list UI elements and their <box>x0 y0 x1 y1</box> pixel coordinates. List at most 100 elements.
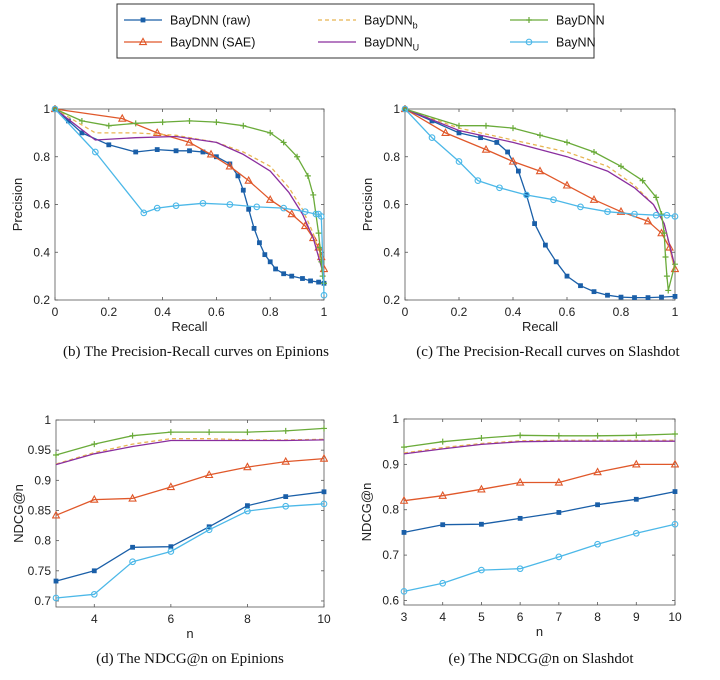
series-line-u <box>55 439 325 466</box>
data-point-baydnn <box>315 230 322 237</box>
series-line-b <box>54 108 325 272</box>
data-point-sae <box>128 493 137 502</box>
data-point-baynn <box>301 208 309 216</box>
plot-area <box>55 419 325 608</box>
data-point-baynn <box>320 500 328 508</box>
data-point-sae <box>185 137 194 146</box>
plot-area <box>403 418 676 606</box>
data-point-raw <box>316 279 322 285</box>
data-point-baydnn <box>594 432 601 439</box>
data-point-baydnn <box>478 435 485 442</box>
data-point-raw <box>556 510 562 515</box>
data-point-sae <box>438 490 448 499</box>
data-point-baydnn <box>564 139 570 146</box>
data-point-baynn <box>496 184 503 192</box>
data-point-raw <box>130 544 135 550</box>
data-point-raw <box>478 135 484 141</box>
data-point-baydnn <box>78 117 85 124</box>
series-line-baydnn <box>404 108 676 292</box>
data-point-baydnn <box>618 163 624 170</box>
data-point-baydnn <box>129 432 136 439</box>
data-point-raw <box>516 168 521 174</box>
legend-label-baynn: BayNN <box>556 36 596 50</box>
data-point-baydnn <box>159 119 166 126</box>
data-point-sae <box>554 477 564 486</box>
legend-label-sae: BayDNN (SAE) <box>170 36 255 50</box>
data-point-baydnn <box>658 211 665 218</box>
data-point-baydnn <box>510 125 516 132</box>
series-line-raw <box>55 491 325 582</box>
series-group <box>51 105 328 299</box>
data-point-baynn <box>474 177 482 184</box>
data-point-sae <box>300 221 310 230</box>
data-point-baydnn <box>91 441 98 448</box>
data-point-baydnn <box>244 429 251 436</box>
data-point-baynn <box>312 210 320 218</box>
data-point-baynn <box>52 594 60 602</box>
data-point-baynn <box>167 548 175 555</box>
data-point-baynn <box>205 526 213 534</box>
data-point-baydnn <box>555 432 562 439</box>
chart-panel-2: 0 0.2 0.4 0.6 0.8 10.20.40.60.81RecallPrecisi… <box>360 102 681 360</box>
legend-box <box>116 3 595 59</box>
chart-panel-1: 0 0.2 0.4 0.6 0.8 10.20.40.60.81RecallPrecisi… <box>10 102 329 360</box>
data-point-sae <box>52 510 61 519</box>
x-tick-label: 0.4 <box>505 305 522 319</box>
data-point-raw <box>564 273 570 279</box>
chart-panel-4: 3 4 5 6 7 8 9 10 0.6 0.7 0.8 0.9 1 n NDCG@n (e) The NDC… <box>359 412 682 667</box>
data-point-baynn <box>632 529 640 537</box>
data-point-baydnn <box>321 425 327 432</box>
y-tick-label: 0.8 <box>383 150 400 164</box>
data-point-raw <box>173 148 179 154</box>
data-point-baydnn <box>206 429 213 436</box>
data-point-baynn <box>455 158 463 165</box>
y-axis-label: NDCG@n <box>11 484 26 543</box>
data-point-baynn <box>555 553 563 561</box>
data-point-sae <box>562 180 572 189</box>
data-point-baydnn <box>591 148 597 155</box>
subfigure-caption: (c) The Precision-Recall curves on Slash… <box>416 344 680 360</box>
series-line-b <box>403 439 675 454</box>
data-point-baynn <box>90 590 98 598</box>
data-point-baynn <box>400 588 408 595</box>
data-point-raw <box>289 273 295 279</box>
y-tick-label: 0.7 <box>34 594 51 608</box>
data-point-baydnn <box>310 191 317 198</box>
y-tick-label: 0.7 <box>382 548 399 562</box>
data-point-sae <box>225 161 235 170</box>
data-point-baynn <box>401 105 409 113</box>
data-point-baydnn <box>294 153 301 160</box>
data-point-baynn <box>428 134 436 141</box>
data-point-sae <box>441 128 450 137</box>
x-tick-label: 7 <box>556 610 563 624</box>
data-point-baydnn <box>661 230 668 237</box>
data-point-baynn <box>51 105 59 113</box>
data-point-raw <box>273 266 278 272</box>
x-tick-label: 0.6 <box>208 305 225 319</box>
series-line-raw <box>403 490 676 534</box>
data-point-baydnn <box>672 261 678 268</box>
legend: BayDNN (raw)BayDNN (SAE)BayDNNbBayDNNUBa… <box>116 3 605 59</box>
data-point-baynn <box>199 199 207 207</box>
y-tick-label: 0.8 <box>33 150 50 164</box>
data-point-sae <box>244 175 254 184</box>
x-tick-label: 0.8 <box>613 305 630 319</box>
data-point-raw <box>532 221 537 227</box>
data-point-baynn <box>516 565 524 573</box>
subfigure-caption: (b) The Precision-Recall curves on Epini… <box>63 344 329 360</box>
series-group <box>401 105 679 301</box>
data-point-raw <box>235 173 241 179</box>
legend-label-baydnn: BayDNN <box>556 14 605 28</box>
legend-marker-raw <box>140 17 146 23</box>
data-point-sae <box>515 477 525 486</box>
x-tick-label: 6 <box>517 610 524 624</box>
data-point-raw <box>479 521 484 527</box>
data-point-baydnn <box>53 451 59 458</box>
data-point-baynn <box>244 507 251 515</box>
legend-marker-sae <box>138 37 148 46</box>
x-tick-label: 6 <box>168 612 175 626</box>
data-point-sae <box>665 242 674 251</box>
series-line-baydnn <box>55 427 325 456</box>
data-point-baydnn <box>663 273 670 280</box>
series-line-sae <box>403 463 675 502</box>
